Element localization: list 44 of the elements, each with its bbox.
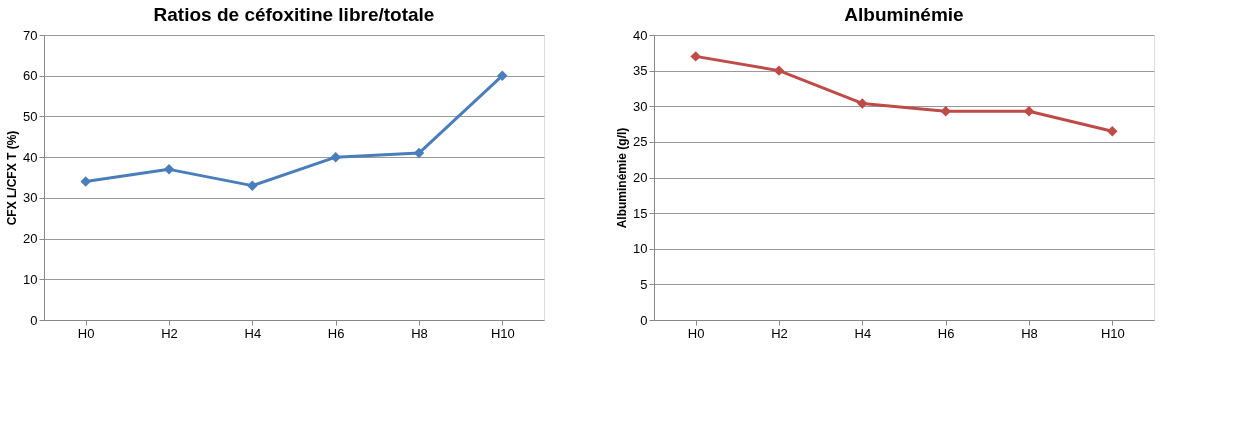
x-tick-label: H6 — [937, 325, 955, 341]
point — [163, 164, 175, 175]
point — [247, 180, 258, 191]
x-tick-label: H2 — [771, 325, 788, 341]
y-tick-label: 40 — [23, 149, 38, 165]
y-axis-title: CFX L/CFX T (%) — [5, 130, 20, 226]
y-tick-label: 30 — [23, 190, 38, 206]
y-tick-label: 30 — [633, 98, 648, 114]
y-tick-label: 60 — [23, 68, 38, 84]
x-tick-label: H2 — [161, 325, 178, 341]
y-tick-label: 0 — [30, 312, 38, 328]
point — [330, 151, 341, 163]
point — [690, 51, 701, 62]
y-tick-label: 25 — [633, 134, 648, 150]
chart-title: Albuminémie — [844, 4, 964, 25]
y-tick-label: 10 — [633, 241, 648, 257]
x-tick-label: H10 — [490, 325, 515, 341]
x-tick-label: H0 — [687, 325, 705, 341]
y-tick-label: 50 — [23, 108, 38, 124]
y-tick-label: 20 — [23, 231, 38, 247]
x-tick-label: H10 — [1100, 325, 1125, 341]
x-tick-label: H4 — [244, 325, 262, 341]
x-tick-label: H8 — [411, 325, 428, 341]
x-tick-label: H4 — [854, 325, 872, 341]
y-tick-label: 70 — [23, 27, 38, 43]
point — [80, 176, 91, 187]
point — [1023, 105, 1035, 117]
y-tick-label: 10 — [23, 271, 38, 287]
y-axis-title: Albuminémie (g/l) — [615, 127, 630, 229]
point — [773, 65, 785, 76]
y-tick-label: 0 — [640, 312, 648, 328]
x-tick-label: H0 — [77, 325, 95, 341]
point — [940, 105, 951, 117]
point — [1107, 125, 1118, 137]
y-tick-label: 35 — [633, 63, 648, 79]
x-tick-label: H8 — [1021, 325, 1038, 341]
point — [497, 70, 508, 81]
y-tick-label: 40 — [633, 27, 648, 43]
point — [857, 98, 868, 109]
x-tick-label: H6 — [327, 325, 345, 341]
y-tick-label: 15 — [633, 205, 648, 221]
y-tick-label: 20 — [633, 170, 648, 185]
y-tick-label: 5 — [640, 276, 648, 292]
chart-title: Ratios de céfoxitine libre/totale — [153, 4, 435, 25]
